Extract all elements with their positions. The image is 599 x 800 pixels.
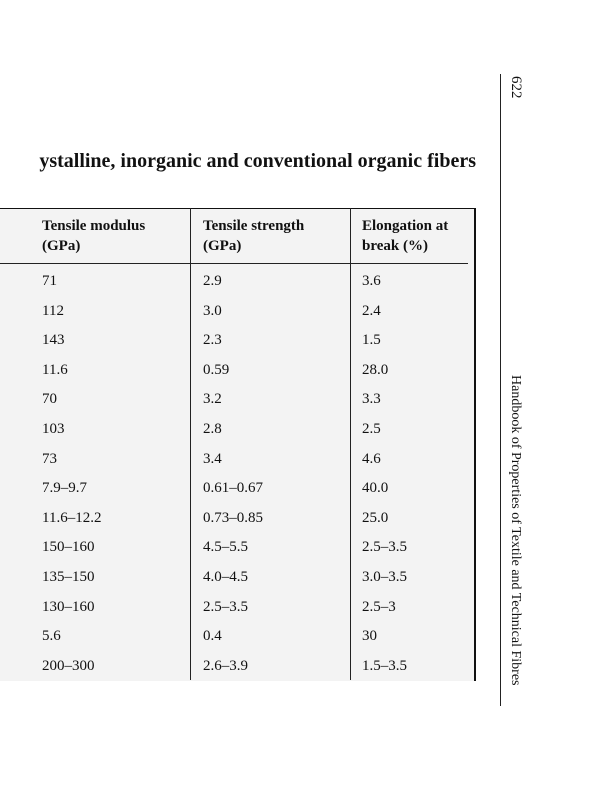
table-cell: 200–300 [42, 657, 95, 674]
table-cell: 143 [42, 332, 65, 349]
table-cell: 2.3 [203, 332, 222, 349]
table-cell: 4.6 [362, 450, 381, 467]
column-header: Elongation at [362, 218, 449, 234]
column-header: (GPa) [203, 238, 242, 254]
column-header: Tensile modulus [42, 218, 146, 234]
table-cell: 4.5–5.5 [203, 539, 248, 556]
column-divider [350, 208, 351, 680]
table-cell: 3.2 [203, 391, 222, 408]
column-header: Tensile strength [203, 218, 305, 234]
table-cell: 40.0 [362, 480, 389, 497]
table-cell: 2.5–3 [362, 598, 396, 615]
table-cell: 3.0 [203, 302, 222, 319]
table-cell: 0.4 [203, 628, 222, 645]
table-cell: 4.0–4.5 [203, 569, 248, 585]
table-cell: 2.8 [203, 421, 222, 437]
table-cell: 28.0 [362, 361, 389, 378]
table-cell: 71 [42, 273, 57, 289]
table-cell: 2.5 [362, 421, 381, 437]
table-cell: 11.6–12.2 [42, 509, 102, 526]
column-header: break (%) [362, 238, 428, 254]
table-cell: 3.3 [362, 391, 381, 408]
table-cell: 130–160 [42, 598, 95, 615]
table-cell: 0.73–0.85 [203, 509, 263, 526]
table-cell: 3.6 [362, 273, 381, 289]
table-cell: 150–160 [42, 539, 95, 556]
table-cell: 3.4 [203, 450, 222, 467]
table-cell: 25.0 [362, 509, 389, 526]
table-title: ystalline, inorganic and conventional or… [0, 150, 476, 173]
table-cell: 7.9–9.7 [42, 480, 87, 497]
page-number: 622 [508, 76, 524, 99]
table-cell: 2.9 [203, 273, 222, 289]
table-cell: 2.4 [362, 302, 381, 319]
table-cell: 73 [42, 450, 57, 467]
table-cell: 1.5–3.5 [362, 657, 407, 674]
margin-rule [500, 74, 501, 706]
table-cell: 2.5–3.5 [203, 598, 248, 615]
table-cell: 2.5–3.5 [362, 539, 407, 556]
column-header: (GPa) [42, 238, 81, 254]
table-cell: 0.61–0.67 [203, 480, 263, 497]
table-cell: 11.6 [42, 361, 68, 378]
table-cell: 0.59 [203, 361, 230, 378]
title-text: ystalline, inorganic and conventional or… [39, 150, 476, 172]
header-rule [0, 263, 468, 264]
column-divider [190, 208, 191, 680]
table-cell: 5.6 [42, 628, 61, 645]
table-cell: 70 [42, 391, 57, 408]
table-cell: 30 [362, 628, 377, 645]
table-cell: 135–150 [42, 569, 95, 585]
table-cell: 112 [42, 302, 64, 319]
table-cell: 1.5 [362, 332, 381, 349]
table [0, 208, 476, 681]
table-cell: 2.6–3.9 [203, 657, 248, 674]
table-cell: 3.0–3.5 [362, 569, 407, 585]
table-cell: 103 [42, 421, 65, 437]
running-head: Handbook of Properties of Textile and Te… [508, 375, 523, 686]
